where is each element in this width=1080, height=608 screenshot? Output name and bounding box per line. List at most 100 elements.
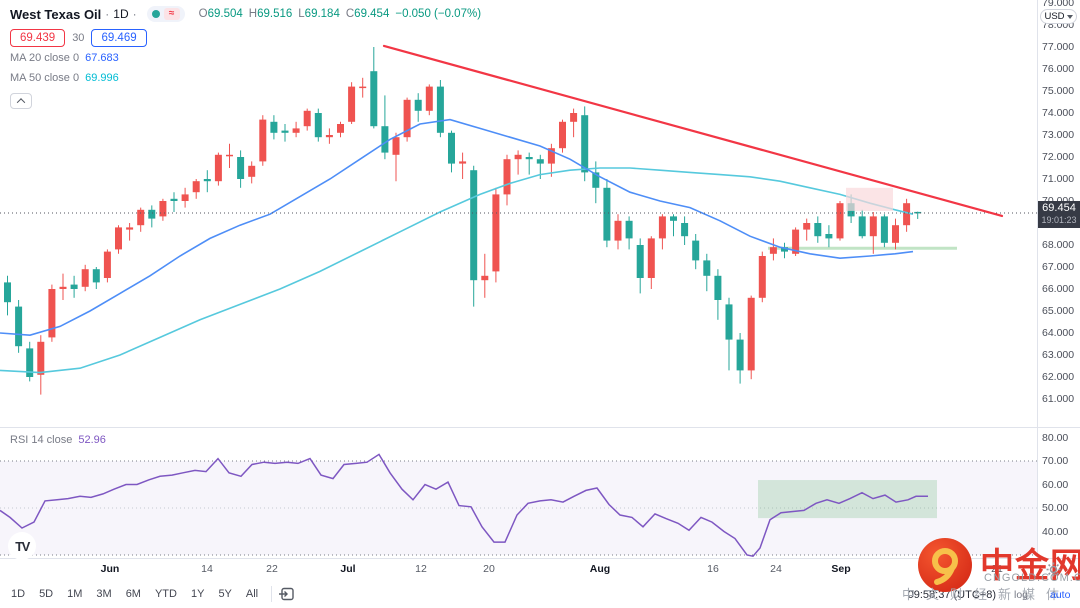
clock[interactable]: 09:58:37 (UTC+8) [907, 589, 996, 601]
main-chart-pane[interactable] [0, 0, 1038, 428]
bar-countdown: 19:01:23 [1041, 215, 1077, 225]
price-tick-label: 72.000 [1042, 151, 1075, 163]
high-value: 69.516 [257, 8, 293, 20]
close-label: C [345, 8, 355, 20]
low-label: L [298, 8, 305, 20]
time-tick-label: 12 [415, 563, 427, 575]
price-tick-label: 67.000 [1042, 261, 1075, 273]
time-tick-label: 14 [201, 563, 213, 575]
date-range-switcher: 1D 5D 1M 3M 6M YTD 1Y 5Y All [4, 585, 296, 603]
tradingview-logo[interactable]: TV [8, 532, 36, 560]
last-price-label: 69.454 19:01:23 [1038, 201, 1080, 228]
axis-settings-button[interactable] [1046, 562, 1061, 582]
chevron-down-icon [1066, 14, 1073, 19]
range-button-6M[interactable]: 6M [125, 588, 141, 600]
descending-trendline [382, 44, 1004, 218]
ma50-line [0, 167, 914, 374]
price-tick-label: 61.000 [1042, 393, 1075, 405]
ma50-legend: MA 50 close 0 69.996 [10, 72, 481, 87]
range-button-YTD[interactable]: YTD [154, 588, 177, 600]
status-pill: ≈ [146, 6, 185, 22]
ohlc-readout: O69.504 H69.516 L69.184 C69.454 −0.050 (… [199, 8, 481, 20]
price-tick-label: 79.000 [1042, 0, 1075, 9]
price-tick-label: 74.000 [1042, 107, 1075, 119]
gear-icon [1046, 562, 1061, 577]
rsi-pane[interactable] [0, 428, 1038, 558]
rsi-tick-label: 80.00 [1042, 431, 1069, 444]
low-value: 69.184 [304, 8, 340, 20]
spread-value: 30 [72, 32, 85, 44]
price-tick-label: 75.000 [1042, 85, 1075, 97]
time-axis-separator [0, 558, 1080, 559]
bid-button[interactable]: 69.439 [10, 29, 66, 47]
open-value: 69.504 [207, 8, 243, 20]
open-label: O [198, 8, 208, 20]
log-scale-toggle[interactable]: log [1014, 589, 1029, 601]
watermark-brand: 中金网 [980, 547, 1080, 585]
separator-dot: · [105, 7, 110, 21]
wave-icon: ≈ [163, 8, 180, 20]
high-label: H [248, 8, 258, 20]
time-axis[interactable]: Jun 14 22 Jul 12 20 Aug 16 24 Sep 21 [0, 558, 1038, 582]
price-chart-canvas[interactable] [0, 0, 1038, 428]
ask-button[interactable]: 69.469 [91, 29, 147, 47]
rsi-tick-label: 40.00 [1042, 525, 1069, 538]
market-status-dot-icon [151, 10, 160, 18]
price-tick-label: 63.000 [1042, 349, 1075, 361]
toolbar-divider [271, 586, 273, 602]
last-price-value: 69.454 [1042, 202, 1076, 214]
currency-selector[interactable]: USD [1040, 9, 1077, 24]
chevron-up-icon [16, 98, 26, 107]
range-button-All[interactable]: All [245, 588, 259, 600]
ma50-label: MA 50 close 0 [10, 72, 80, 84]
bottom-toolbar: 1D 5D 1M 3M 6M YTD 1Y 5Y All 09:58:37 (UTC+8) [0, 582, 1080, 608]
time-tick-label: Aug [589, 563, 611, 575]
rsi-value: 52.96 [78, 434, 106, 446]
ma20-label: MA 20 close 0 [10, 52, 80, 64]
price-tick-label: 77.000 [1042, 41, 1075, 53]
rsi-chart-canvas[interactable] [0, 428, 1038, 558]
candles-layer [4, 47, 922, 395]
time-tick-label: Jun [100, 563, 120, 575]
price-tick-label: 62.000 [1042, 371, 1075, 383]
symbol-title[interactable]: West Texas Oil [10, 6, 102, 22]
time-tick-label: 21 [991, 563, 1003, 575]
range-button-5D[interactable]: 5D [39, 588, 54, 600]
timeframe-label[interactable]: 1D [113, 7, 129, 21]
watermark-tagline: 中文财经新媒体 [902, 587, 1071, 602]
price-axis-separator [1037, 0, 1038, 558]
ma20-legend: MA 20 close 0 67.683 [10, 52, 481, 67]
change-value: −0.050 (−0.07%) [395, 8, 482, 20]
time-tick-label: Sep [831, 563, 851, 575]
range-button-1Y[interactable]: 1Y [190, 588, 205, 600]
price-axis[interactable]: USD 69.454 19:01:23 79.000 78.000 77.000 76… [1038, 0, 1080, 558]
ma20-line [0, 118, 914, 337]
separator-dot: · [132, 7, 137, 21]
rsi-tick-label: 70.00 [1042, 455, 1069, 467]
pane-resize-handle[interactable] [0, 427, 1080, 428]
go-to-date-icon[interactable] [278, 585, 296, 603]
auto-scale-toggle[interactable]: auto [1050, 589, 1071, 601]
rsi-line [0, 453, 928, 558]
range-button-1D[interactable]: 1D [11, 588, 26, 600]
price-tick-label: 68.000 [1042, 239, 1075, 251]
price-tick-label: 65.000 [1042, 305, 1075, 317]
ma20-value: 67.683 [85, 52, 119, 64]
collapse-legend-button[interactable] [10, 93, 32, 109]
price-tick-label: 66.000 [1042, 283, 1075, 295]
time-tick-label: 20 [483, 563, 495, 575]
range-button-1M[interactable]: 1M [67, 588, 83, 600]
watermark-domain: CNGOLD.COM.CN [984, 572, 1080, 584]
time-tick-label: Jul [340, 563, 356, 575]
ma50-value: 69.996 [85, 72, 119, 84]
highlight-zone [846, 187, 893, 211]
price-tick-label: 73.000 [1042, 129, 1075, 141]
time-tick-label: 24 [770, 563, 782, 575]
close-value: 69.454 [354, 8, 390, 20]
time-tick-label: 16 [707, 563, 719, 575]
range-button-5Y[interactable]: 5Y [218, 588, 232, 600]
cngold-logo-icon [918, 538, 972, 592]
range-button-3M[interactable]: 3M [96, 588, 112, 600]
rsi-legend: RSI 14 close 52.96 [10, 434, 106, 446]
rsi-label: RSI 14 close [10, 434, 73, 446]
